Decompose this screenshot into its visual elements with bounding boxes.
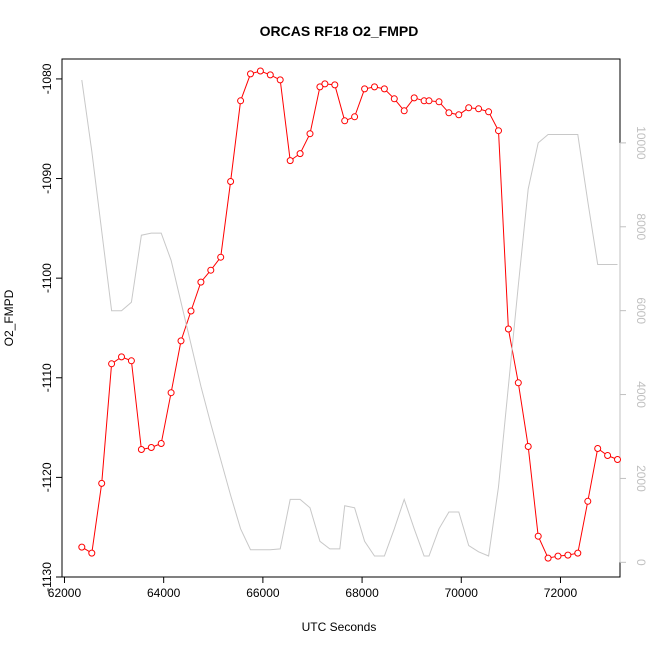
data-point	[207, 266, 215, 274]
data-point	[594, 445, 602, 452]
data-point	[217, 253, 225, 261]
data-point	[504, 325, 512, 333]
data-point	[465, 104, 473, 112]
data-point	[574, 549, 582, 557]
data-point	[296, 150, 304, 158]
y2-tick-label: 2000	[634, 465, 648, 492]
data-point	[237, 97, 245, 105]
x-tick-label: 64000	[147, 586, 181, 600]
data-point	[286, 157, 294, 165]
data-point	[331, 81, 339, 89]
data-point	[78, 543, 86, 551]
chart-title: ORCAS RF18 O2_FMPD	[260, 23, 419, 39]
data-point	[147, 444, 155, 451]
y-tick-label: -1120	[40, 462, 54, 492]
y-axis-left: -1130 -1120 -1110 -1100 -1090 -1080	[40, 63, 63, 592]
x-tick-label: 62000	[48, 586, 82, 600]
y-tick-label: -1090	[40, 163, 54, 194]
data-point	[266, 71, 274, 79]
data-point	[455, 111, 463, 119]
data-point	[514, 379, 522, 387]
data-point	[351, 113, 359, 121]
data-point	[425, 97, 433, 105]
data-point	[306, 130, 314, 138]
data-point	[321, 80, 329, 88]
y2-tick-label: 4000	[634, 381, 648, 408]
data-point	[227, 178, 235, 185]
data-point	[118, 353, 125, 361]
data-point	[127, 357, 135, 365]
x-tick-label: 70000	[445, 586, 479, 600]
y2-tick-label: 10000	[634, 126, 648, 160]
data-point	[256, 67, 264, 75]
data-point	[316, 83, 324, 91]
y2-tick-label: 6000	[634, 297, 648, 324]
y-axis-label: O2_FMPD	[2, 289, 16, 346]
y-tick-label: -1110	[40, 363, 54, 392]
x-tick-label: 68000	[345, 586, 379, 600]
data-point	[137, 446, 145, 453]
data-point	[361, 85, 369, 93]
data-point	[410, 94, 418, 102]
data-point	[108, 360, 116, 368]
data-point	[197, 278, 205, 286]
y2-tick-label: 0	[634, 559, 648, 566]
y-tick-label: -1100	[40, 263, 54, 293]
data-point	[435, 98, 443, 106]
data-point	[524, 443, 532, 450]
data-point	[187, 307, 195, 315]
x-tick-label: 66000	[246, 586, 280, 600]
data-point	[544, 554, 552, 562]
y-tick-label: -1080	[40, 63, 54, 94]
series-layer	[78, 67, 621, 562]
x-axis-label: UTC Seconds	[302, 620, 377, 634]
data-point	[400, 107, 408, 115]
data-point	[604, 452, 612, 459]
data-point	[371, 83, 378, 91]
data-point	[554, 552, 562, 560]
data-point	[380, 85, 388, 93]
x-tick-label: 72000	[544, 586, 578, 600]
data-point	[485, 108, 493, 116]
data-point	[157, 440, 165, 447]
data-point	[177, 337, 185, 345]
y-tick-label: -1130	[40, 562, 54, 592]
data-point	[341, 117, 349, 125]
y2-tick-label: 8000	[634, 213, 648, 240]
x-axis: 62000 64000 66000 68000 70000 72000	[48, 576, 578, 600]
data-point	[88, 549, 96, 557]
data-point	[98, 479, 106, 487]
data-point	[445, 109, 453, 117]
y-axis-right: 0 2000 4000 6000 8000 10000	[619, 126, 648, 566]
data-point	[534, 532, 542, 540]
data-point	[584, 497, 592, 505]
data-point	[614, 456, 621, 463]
primary-series-line	[81, 70, 618, 559]
secondary-series-line	[81, 79, 618, 557]
data-point	[390, 95, 398, 103]
data-point	[475, 105, 483, 113]
data-point	[564, 551, 572, 559]
data-point	[167, 389, 175, 397]
data-point	[495, 127, 502, 135]
data-point	[276, 76, 284, 84]
data-point	[247, 70, 254, 78]
